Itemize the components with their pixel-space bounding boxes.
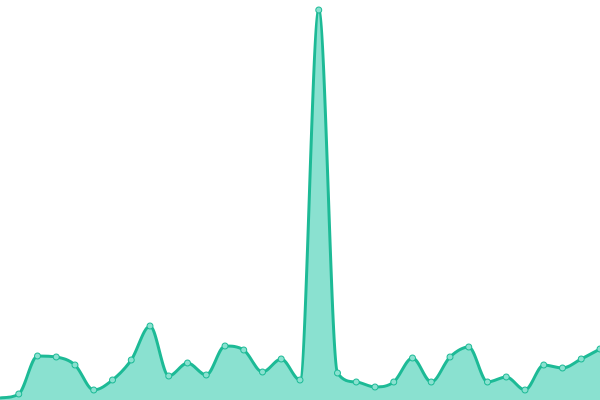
- data-point: [221, 342, 229, 350]
- data-point: [240, 346, 248, 354]
- data-point: [390, 378, 398, 386]
- data-point: [184, 359, 191, 367]
- data-point: [577, 355, 585, 363]
- data-point: [15, 390, 23, 398]
- data-point: [334, 369, 341, 377]
- data-point: [296, 376, 304, 384]
- data-point: [90, 386, 98, 394]
- data-point: [446, 353, 454, 361]
- data-point: [146, 322, 154, 330]
- data-point: [502, 373, 510, 381]
- series-line: [0, 8, 600, 400]
- data-point: [521, 386, 529, 394]
- data-point: [540, 361, 548, 369]
- data-point: [71, 361, 79, 369]
- data-point: [52, 353, 60, 361]
- data-point: [352, 378, 360, 386]
- data-point: [127, 356, 135, 364]
- data-point: [465, 343, 473, 351]
- data-point: [427, 378, 435, 386]
- data-point: [109, 376, 116, 384]
- data-point: [559, 364, 566, 372]
- area-fill: [0, 10, 600, 400]
- data-point: [596, 345, 600, 353]
- data-point: [409, 354, 416, 362]
- data-point: [371, 383, 379, 391]
- data-point: [277, 355, 285, 363]
- data-point: [34, 352, 41, 360]
- data-markers: [15, 6, 600, 398]
- data-point: [202, 371, 210, 379]
- data-point: [165, 372, 173, 380]
- data-point: [259, 368, 266, 376]
- data-point: [315, 6, 323, 14]
- data-point: [484, 378, 491, 386]
